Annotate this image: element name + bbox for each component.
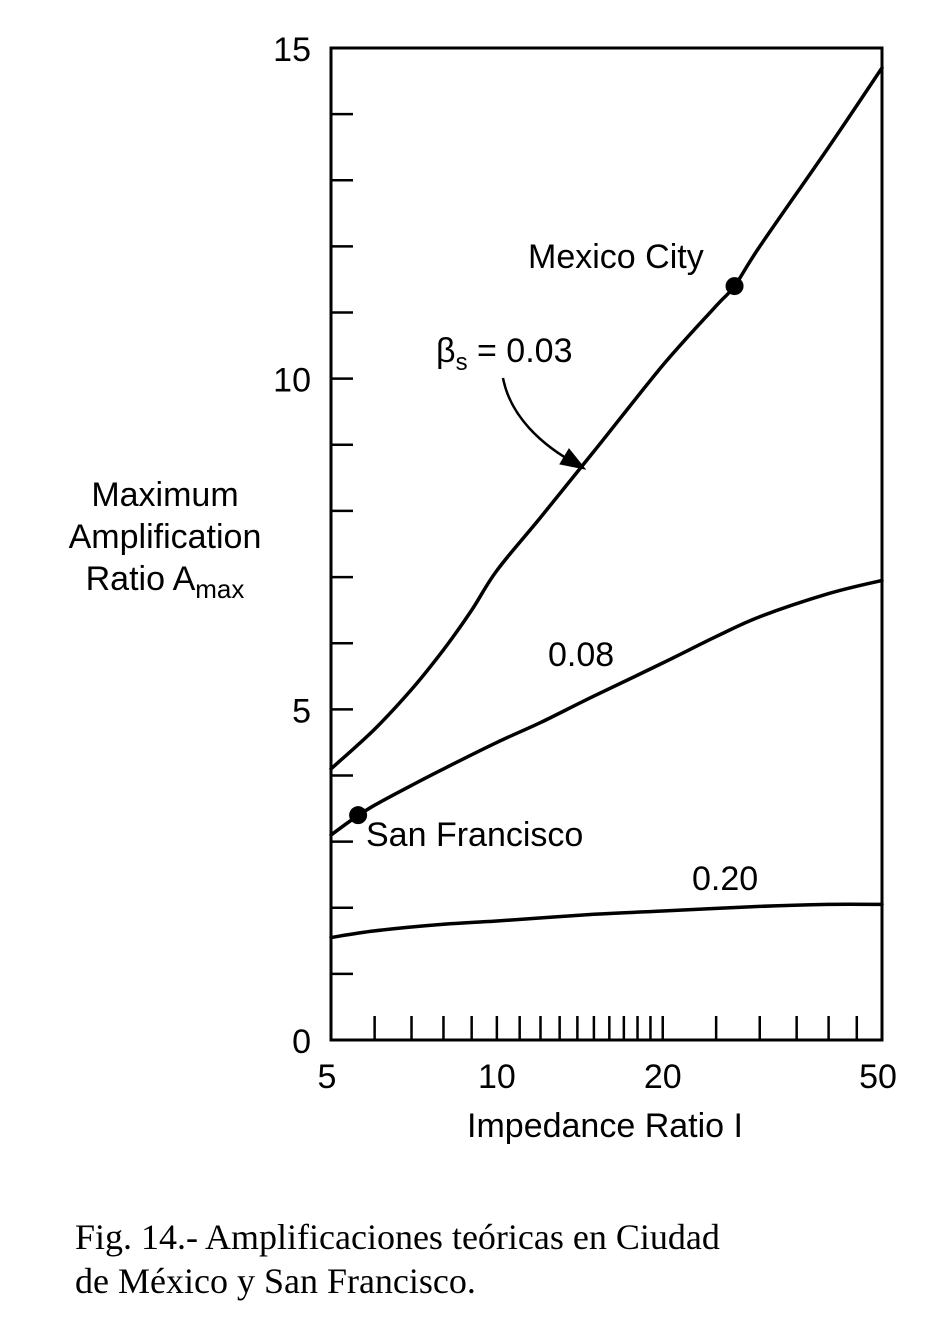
curve-beta-0-20 — [329, 902, 884, 940]
axis-ticks — [329, 46, 884, 1042]
y-tick-label: 15 — [273, 31, 311, 69]
caption-line-2: de México y San Francisco. — [75, 1261, 476, 1301]
plot-frame — [329, 46, 884, 1042]
caption-line-1: Fig. 14.- Amplificaciones teóricas en Ci… — [75, 1217, 720, 1257]
label-0-20: 0.20 — [692, 860, 758, 898]
mexico-city-point — [725, 277, 744, 296]
curve-beta-0-08 — [329, 578, 884, 837]
label-0-08: 0.08 — [548, 636, 614, 674]
y-tick-label: 5 — [292, 692, 311, 730]
beta-value: = 0.03 — [468, 332, 573, 370]
x-tick-label: 5 — [318, 1058, 337, 1096]
city-markers — [349, 277, 744, 825]
x-tick-label: 10 — [478, 1058, 516, 1096]
series-curves — [329, 66, 884, 940]
y-axis-label: Maximum Amplification Ratio Amax — [30, 474, 300, 602]
y-axis-label-line-2: Amplification — [68, 518, 262, 556]
san-francisco-point — [349, 806, 368, 825]
mexico-city-label: Mexico City — [528, 238, 704, 276]
x-tick-label: 50 — [859, 1058, 897, 1096]
beta-subscript: s — [456, 349, 468, 376]
x-axis-label: Impedance Ratio I — [467, 1107, 743, 1145]
x-tick-label: 20 — [644, 1058, 682, 1096]
y-axis-label-line-3: Ratio Amax — [30, 558, 300, 602]
y-tick-label: 10 — [273, 362, 311, 400]
y-tick-label: 0 — [292, 1023, 311, 1061]
y-axis-label-line-1: Maximum — [91, 476, 239, 514]
beta-symbol: β — [436, 332, 456, 370]
beta-label: βs = 0.03 — [436, 332, 572, 376]
curve-beta-0-03 — [329, 66, 884, 771]
figure-caption: Fig. 14.- Amplificaciones teóricas en Ci… — [75, 1215, 925, 1303]
y-axis-label-line-3-text: Ratio A — [85, 560, 196, 598]
y-axis-label-subscript: max — [195, 574, 245, 604]
curve-annotations: Mexico City San Francisco βs = 0.03 0.08 0.2… — [366, 238, 758, 898]
beta-leader-arrowhead — [559, 448, 587, 470]
san-francisco-label: San Francisco — [366, 816, 583, 854]
